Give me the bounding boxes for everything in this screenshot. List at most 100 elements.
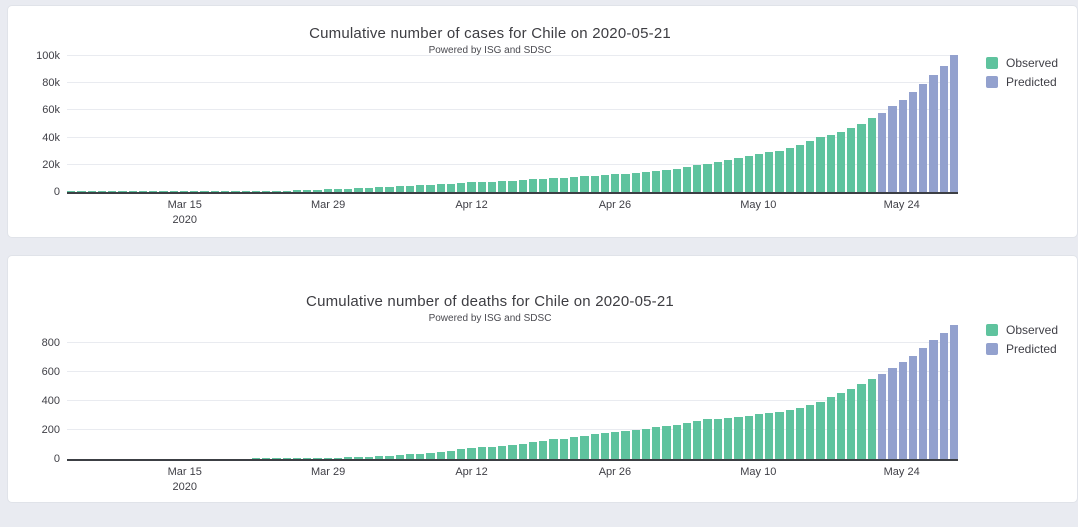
- bar-observed[interactable]: [385, 186, 394, 192]
- bar-observed[interactable]: [426, 184, 435, 192]
- bar-observed[interactable]: [508, 445, 517, 459]
- bar-observed[interactable]: [159, 191, 168, 192]
- bar-observed[interactable]: [857, 123, 866, 192]
- bar-observed[interactable]: [405, 454, 415, 459]
- bar-observed[interactable]: [549, 178, 558, 192]
- legend-item-predicted[interactable]: Predicted: [986, 342, 1078, 356]
- bar-observed[interactable]: [262, 191, 271, 192]
- bar-observed[interactable]: [416, 453, 425, 459]
- bar-observed[interactable]: [282, 458, 291, 459]
- bar-observed[interactable]: [795, 408, 805, 459]
- bar-observed[interactable]: [734, 158, 743, 192]
- bar-observed[interactable]: [97, 191, 107, 192]
- bar-observed[interactable]: [631, 172, 640, 192]
- bar-observed[interactable]: [67, 191, 76, 192]
- legend-item-predicted[interactable]: Predicted: [986, 75, 1078, 89]
- bar-observed[interactable]: [118, 191, 127, 192]
- bar-observed[interactable]: [303, 458, 312, 459]
- bar-observed[interactable]: [539, 178, 548, 192]
- bar-observed[interactable]: [364, 187, 373, 192]
- bar-observed[interactable]: [128, 191, 137, 192]
- bar-observed[interactable]: [272, 458, 281, 459]
- bar-observed[interactable]: [190, 191, 199, 192]
- bar-observed[interactable]: [292, 458, 302, 459]
- bar-observed[interactable]: [169, 191, 178, 192]
- bar-observed[interactable]: [477, 182, 486, 192]
- bar-observed[interactable]: [282, 190, 291, 192]
- bar-observed[interactable]: [313, 458, 322, 459]
- bar-observed[interactable]: [354, 457, 363, 459]
- bar-observed[interactable]: [498, 445, 507, 459]
- bar-observed[interactable]: [672, 168, 681, 192]
- bar-observed[interactable]: [662, 425, 671, 459]
- bar-predicted[interactable]: [929, 340, 938, 459]
- bar-observed[interactable]: [333, 457, 343, 459]
- bar-observed[interactable]: [693, 164, 702, 192]
- bar-observed[interactable]: [436, 451, 445, 459]
- bar-observed[interactable]: [395, 186, 404, 192]
- bar-observed[interactable]: [590, 175, 599, 192]
- bar-observed[interactable]: [826, 397, 835, 459]
- bar-predicted[interactable]: [898, 361, 907, 459]
- bar-observed[interactable]: [457, 183, 466, 192]
- bar-observed[interactable]: [549, 439, 558, 459]
- bar-observed[interactable]: [826, 134, 835, 192]
- bar-observed[interactable]: [374, 187, 384, 192]
- bar-observed[interactable]: [641, 428, 651, 459]
- bar-observed[interactable]: [580, 176, 589, 192]
- bar-observed[interactable]: [508, 180, 517, 192]
- bar-observed[interactable]: [867, 379, 876, 459]
- bar-observed[interactable]: [836, 131, 846, 192]
- bar-observed[interactable]: [713, 418, 722, 459]
- bar-observed[interactable]: [744, 156, 753, 192]
- bar-observed[interactable]: [210, 191, 219, 192]
- bar-observed[interactable]: [518, 179, 527, 192]
- bar-observed[interactable]: [785, 409, 794, 459]
- bar-predicted[interactable]: [898, 99, 907, 192]
- bar-observed[interactable]: [765, 152, 774, 192]
- bar-observed[interactable]: [867, 118, 876, 192]
- bar-observed[interactable]: [251, 458, 261, 459]
- bar-observed[interactable]: [754, 154, 764, 192]
- bar-observed[interactable]: [385, 455, 394, 459]
- bar-observed[interactable]: [570, 177, 579, 192]
- bar-observed[interactable]: [87, 191, 96, 192]
- bar-observed[interactable]: [487, 181, 497, 192]
- bar-observed[interactable]: [354, 188, 363, 192]
- bar-observed[interactable]: [744, 415, 753, 459]
- bar-observed[interactable]: [477, 447, 486, 459]
- bar-observed[interactable]: [806, 140, 815, 192]
- bar-observed[interactable]: [806, 405, 815, 459]
- bar-observed[interactable]: [703, 419, 712, 459]
- bar-predicted[interactable]: [919, 348, 928, 459]
- bar-observed[interactable]: [498, 181, 507, 192]
- bar-observed[interactable]: [847, 388, 856, 459]
- bar-observed[interactable]: [313, 189, 322, 192]
- bar-predicted[interactable]: [888, 106, 897, 192]
- bar-predicted[interactable]: [888, 367, 897, 459]
- bar-observed[interactable]: [652, 171, 661, 192]
- bar-observed[interactable]: [518, 443, 527, 459]
- bar-observed[interactable]: [303, 190, 312, 192]
- bar-observed[interactable]: [138, 191, 148, 192]
- bar-predicted[interactable]: [929, 74, 938, 192]
- bar-observed[interactable]: [528, 179, 538, 192]
- bar-observed[interactable]: [323, 189, 332, 192]
- bar-observed[interactable]: [816, 137, 825, 192]
- bar-observed[interactable]: [467, 182, 476, 192]
- bar-observed[interactable]: [528, 441, 538, 459]
- bar-observed[interactable]: [559, 438, 569, 459]
- bar-observed[interactable]: [374, 456, 384, 459]
- bar-predicted[interactable]: [877, 112, 887, 192]
- bar-observed[interactable]: [775, 150, 784, 192]
- bar-observed[interactable]: [539, 440, 548, 459]
- bar-observed[interactable]: [682, 166, 692, 192]
- bar-observed[interactable]: [220, 191, 230, 192]
- bar-observed[interactable]: [734, 417, 743, 459]
- bar-observed[interactable]: [149, 191, 158, 192]
- bar-observed[interactable]: [600, 175, 610, 192]
- bar-observed[interactable]: [621, 431, 630, 459]
- bar-observed[interactable]: [426, 452, 435, 459]
- bar-observed[interactable]: [446, 450, 456, 459]
- bar-observed[interactable]: [641, 172, 651, 192]
